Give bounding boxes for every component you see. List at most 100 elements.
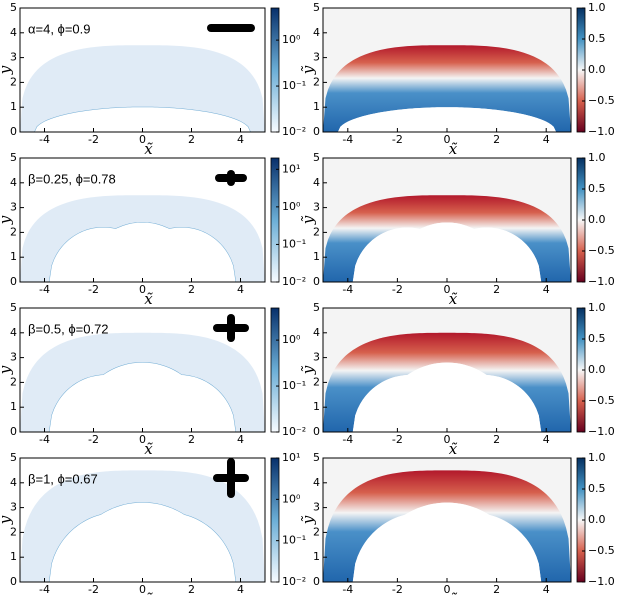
colorbar-tick-label: 10⁻² <box>282 575 306 588</box>
x-tick-label: 0 <box>444 283 451 296</box>
colorbar-tick-label: 10⁰ <box>282 200 301 213</box>
colorbar-tick-label: 0.5 <box>588 482 606 495</box>
panel: -4 -2 0 2 4 0 1 2 3 4 5 x̃ ỹ α=4, ϕ=0.9 10⁻² 10⁻¹ 10⁰ <box>0 1 306 158</box>
x-axis-label: x̃ <box>144 440 153 458</box>
y-tick-label: 4 <box>313 326 320 339</box>
x-tick-label: 4 <box>237 133 244 146</box>
y-tick-label: 5 <box>313 301 320 314</box>
y-tick-label: 1 <box>313 400 320 413</box>
colorbar-tick-label: 10⁻¹ <box>282 79 306 92</box>
y-tick-label: 5 <box>313 151 320 164</box>
symbol-icon <box>207 24 255 32</box>
x-tick-label: 2 <box>493 133 500 146</box>
y-tick-label: 2 <box>313 225 320 238</box>
colorbar-tick-label: 10⁻² <box>282 425 306 438</box>
x-tick-label: 0 <box>139 583 146 595</box>
field <box>323 45 571 133</box>
x-tick-label: -2 <box>88 433 99 446</box>
x-tick-label: 2 <box>493 433 500 446</box>
y-tick-label: 3 <box>10 201 17 214</box>
field <box>323 470 571 582</box>
x-tick-label: 4 <box>543 433 550 446</box>
x-tick-label: 4 <box>237 283 244 296</box>
colorbar <box>270 457 280 583</box>
x-axis-label: x̃ <box>144 290 153 308</box>
field <box>20 195 265 282</box>
y-tick-label: 2 <box>10 225 17 238</box>
x-tick-label: 2 <box>188 133 195 146</box>
y-tick-label: 2 <box>313 525 320 538</box>
x-tick-label: 0 <box>139 133 146 146</box>
colorbar-tick-label: 1.0 <box>588 301 606 314</box>
colorbar <box>270 307 280 433</box>
hole <box>20 502 265 582</box>
field-edge <box>20 106 265 133</box>
y-axis-label: ỹ <box>0 365 14 375</box>
colorbar-tick-label: 10⁻² <box>282 125 306 138</box>
y-tick-label: 0 <box>313 125 320 138</box>
y-tick-label: 3 <box>10 51 17 64</box>
colorbar-tick-label: −0.5 <box>588 94 615 107</box>
y-tick-label: 1 <box>313 100 320 113</box>
colorbar-tick-label: −0.5 <box>588 244 615 257</box>
y-tick-label: 0 <box>10 425 17 438</box>
y-axis-label: ỹ <box>0 65 14 75</box>
colorbar-tick-label: −1.0 <box>588 275 615 288</box>
y-tick-label: 0 <box>10 575 17 588</box>
x-tick-label: 4 <box>237 433 244 446</box>
colorbar-tick-label: 0.5 <box>588 32 606 45</box>
colorbar-tick-label: 0.5 <box>588 332 606 345</box>
colorbar-tick-label: 10⁻¹ <box>282 379 306 392</box>
annotation: β=0.25, ϕ=0.78 <box>28 171 116 186</box>
x-tick-label: 2 <box>493 583 500 595</box>
x-tick-label: 2 <box>493 283 500 296</box>
y-tick-label: 4 <box>313 176 320 189</box>
y-tick-label: 1 <box>10 400 17 413</box>
x-tick-label: -2 <box>392 283 403 296</box>
x-tick-label: -4 <box>342 433 353 446</box>
annotation: β=1, ϕ=0.67 <box>28 471 98 486</box>
x-tick-label: 2 <box>188 583 195 595</box>
y-tick-label: 3 <box>313 201 320 214</box>
x-tick-label: 0 <box>444 133 451 146</box>
y-axis-label: ỹ <box>299 215 317 225</box>
hole <box>20 222 265 282</box>
colorbar-tick-label: 1.0 <box>588 451 606 464</box>
y-tick-label: 3 <box>10 501 17 514</box>
annotation: α=4, ϕ=0.9 <box>28 21 91 36</box>
field <box>20 332 265 432</box>
colorbar-tick-label: 0.0 <box>588 513 606 526</box>
colorbar-tick-label: 0.0 <box>588 63 606 76</box>
colorbar-tick-label: 10⁰ <box>282 33 301 46</box>
colorbar-tick-label: 10⁻¹ <box>282 534 306 547</box>
y-tick-label: 0 <box>10 125 17 138</box>
y-tick-label: 2 <box>313 375 320 388</box>
colorbar-tick-label: 10¹ <box>282 451 300 464</box>
x-tick-label: -2 <box>88 283 99 296</box>
hole <box>323 107 571 132</box>
colorbar-tick-label: −0.5 <box>588 544 615 557</box>
x-tick-label: 2 <box>188 433 195 446</box>
y-tick-label: 2 <box>313 75 320 88</box>
hole <box>20 362 265 432</box>
panel: -4 -2 0 2 4 0 1 2 3 4 5 x̃ ỹ −1.0 −0.5 0.0 0.5 1.0 <box>299 151 615 308</box>
colorbar-tick-label: −1.0 <box>588 425 615 438</box>
x-tick-label: -2 <box>392 133 403 146</box>
y-tick-label: 4 <box>10 326 17 339</box>
x-tick-label: -4 <box>39 583 50 595</box>
symbol-icon <box>227 170 235 186</box>
y-tick-label: 0 <box>313 425 320 438</box>
x-axis-label: x̃ <box>449 290 458 308</box>
x-tick-label: 0 <box>444 433 451 446</box>
colorbar-tick-label: −1.0 <box>588 125 615 138</box>
y-tick-label: 4 <box>313 26 320 39</box>
y-tick-label: 4 <box>10 176 17 189</box>
y-tick-label: 0 <box>10 275 17 288</box>
annotation: β=0.5, ϕ=0.72 <box>28 321 109 336</box>
y-tick-label: 4 <box>10 26 17 39</box>
colorbar-tick-label: 0.0 <box>588 213 606 226</box>
colorbar-tick-label: 10⁰ <box>282 333 301 346</box>
y-tick-label: 1 <box>313 550 320 563</box>
y-tick-label: 1 <box>10 550 17 563</box>
